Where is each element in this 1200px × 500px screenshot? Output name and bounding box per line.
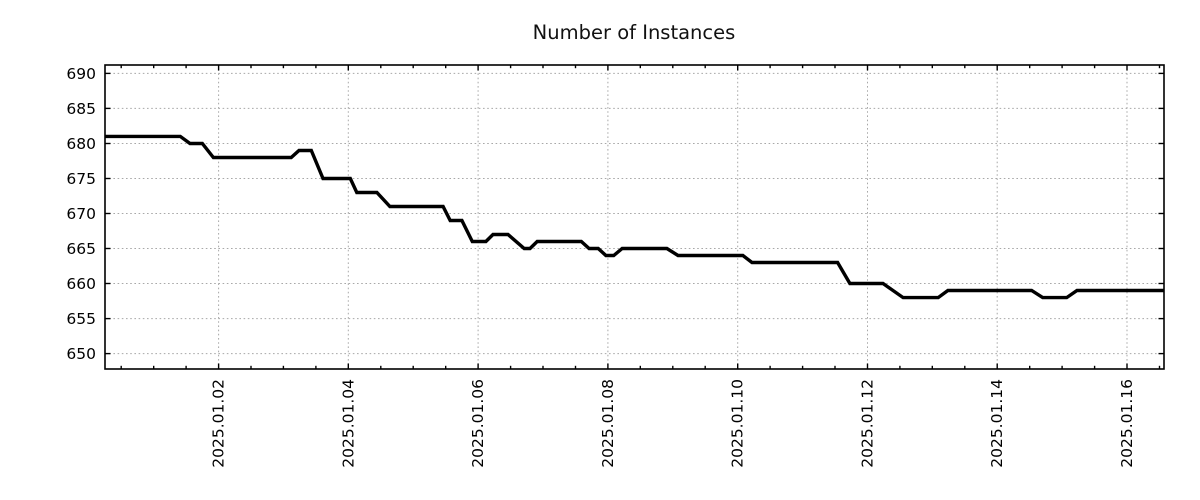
chart-title: Number of Instances bbox=[533, 21, 736, 44]
x-tick-label: 2025.01.14 bbox=[988, 379, 1006, 468]
x-tick-label: 2025.01.12 bbox=[859, 379, 877, 468]
x-tick-label: 2025.01.02 bbox=[210, 379, 228, 468]
y-tick-label: 660 bbox=[66, 275, 96, 293]
y-tick-label: 665 bbox=[66, 240, 96, 258]
y-tick-label: 685 bbox=[66, 100, 96, 118]
series-line-instances bbox=[105, 134, 1164, 300]
x-tick-label: 2025.01.06 bbox=[469, 379, 487, 468]
y-tick-label: 650 bbox=[66, 345, 96, 363]
x-tick-label: 2025.01.16 bbox=[1118, 379, 1136, 468]
y-tick-label: 680 bbox=[66, 135, 96, 153]
y-tick-label: 655 bbox=[66, 310, 96, 328]
y-tick-label: 670 bbox=[66, 205, 96, 223]
plot-border bbox=[104, 64, 1165, 370]
y-tick-label: 690 bbox=[66, 65, 96, 83]
x-tick-label: 2025.01.04 bbox=[339, 379, 357, 468]
y-tick-label: 675 bbox=[66, 170, 96, 188]
x-tick-label: 2025.01.08 bbox=[599, 379, 617, 468]
plot-area: 650 655 660 665 670 675 680 685 690 2025.01.02 202… bbox=[66, 64, 1165, 468]
x-tick-label: 2025.01.10 bbox=[729, 379, 747, 468]
